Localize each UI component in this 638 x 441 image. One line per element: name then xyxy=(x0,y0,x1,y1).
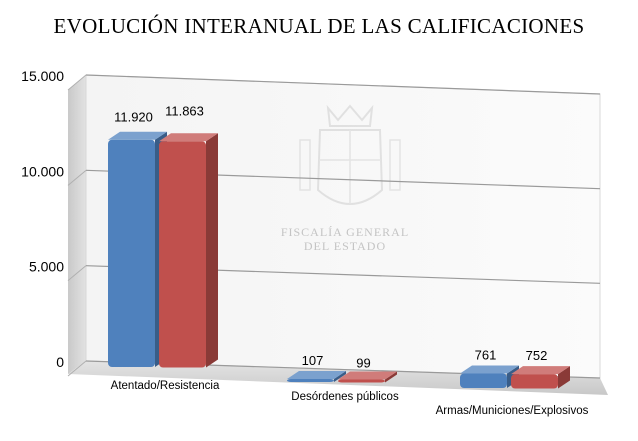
gridline-side xyxy=(67,265,87,282)
x-category-label: Armas/Municiones/Explosivos xyxy=(436,405,589,417)
bar-front xyxy=(511,374,558,389)
x-category-label: Desórdenes públicos xyxy=(291,391,399,403)
bar-front xyxy=(338,379,385,383)
watermark-line1: FISCALÍA GENERAL xyxy=(281,225,409,239)
x-category-label: Atentado/Resistencia xyxy=(111,380,220,392)
gridline-side xyxy=(67,74,87,91)
y-tick-label: 5.000 xyxy=(29,259,64,275)
bar-top xyxy=(511,366,570,375)
x-axis: Atentado/Resistencia Desórdenes públicos A… xyxy=(111,380,589,417)
gridline-side xyxy=(67,360,87,377)
bar-0-series-1 xyxy=(159,133,218,368)
data-label: 11.920 xyxy=(114,110,153,125)
bar-top xyxy=(108,131,167,140)
bar-front xyxy=(460,373,507,388)
data-label: 11.863 xyxy=(165,103,204,118)
bars: 11.920 107 761 11.863 99 752 xyxy=(108,103,570,389)
bar-2-series-1 xyxy=(511,366,570,389)
bar-side xyxy=(206,133,218,368)
bar-front xyxy=(159,141,206,368)
bar-front xyxy=(108,139,155,367)
watermark-line2: DEL ESTADO xyxy=(304,239,386,253)
y-axis: 0 5.000 10.000 15.000 xyxy=(21,68,64,370)
bar-side xyxy=(558,366,570,389)
gridline xyxy=(85,74,601,95)
watermark-logo: FISCALÍA GENERAL DEL ESTADO xyxy=(281,104,409,253)
y-tick-label: 10.000 xyxy=(21,163,64,179)
bar-0-series-0 xyxy=(108,131,167,367)
y-tick-label: 0 xyxy=(56,354,64,370)
y-tick-label: 15.000 xyxy=(21,68,64,84)
bar-top xyxy=(159,133,218,142)
bar-side xyxy=(385,371,397,383)
bar-top xyxy=(460,365,519,374)
data-label: 107 xyxy=(302,353,324,368)
bar-top xyxy=(338,371,397,380)
bar-top xyxy=(287,371,346,379)
data-label: 99 xyxy=(356,356,370,371)
data-label: 761 xyxy=(475,347,497,362)
bar-1-series-0 xyxy=(287,371,346,382)
data-label: 752 xyxy=(526,348,548,363)
side-wall xyxy=(68,75,86,374)
bar-2-series-0 xyxy=(460,365,519,388)
gridline-side xyxy=(67,169,87,186)
bar-side xyxy=(334,371,346,382)
bar-front xyxy=(287,379,334,382)
chart-title: EVOLUCIÓN INTERANUAL DE LAS CALIFICACION… xyxy=(53,14,585,38)
bar-1-series-1 xyxy=(338,371,397,383)
